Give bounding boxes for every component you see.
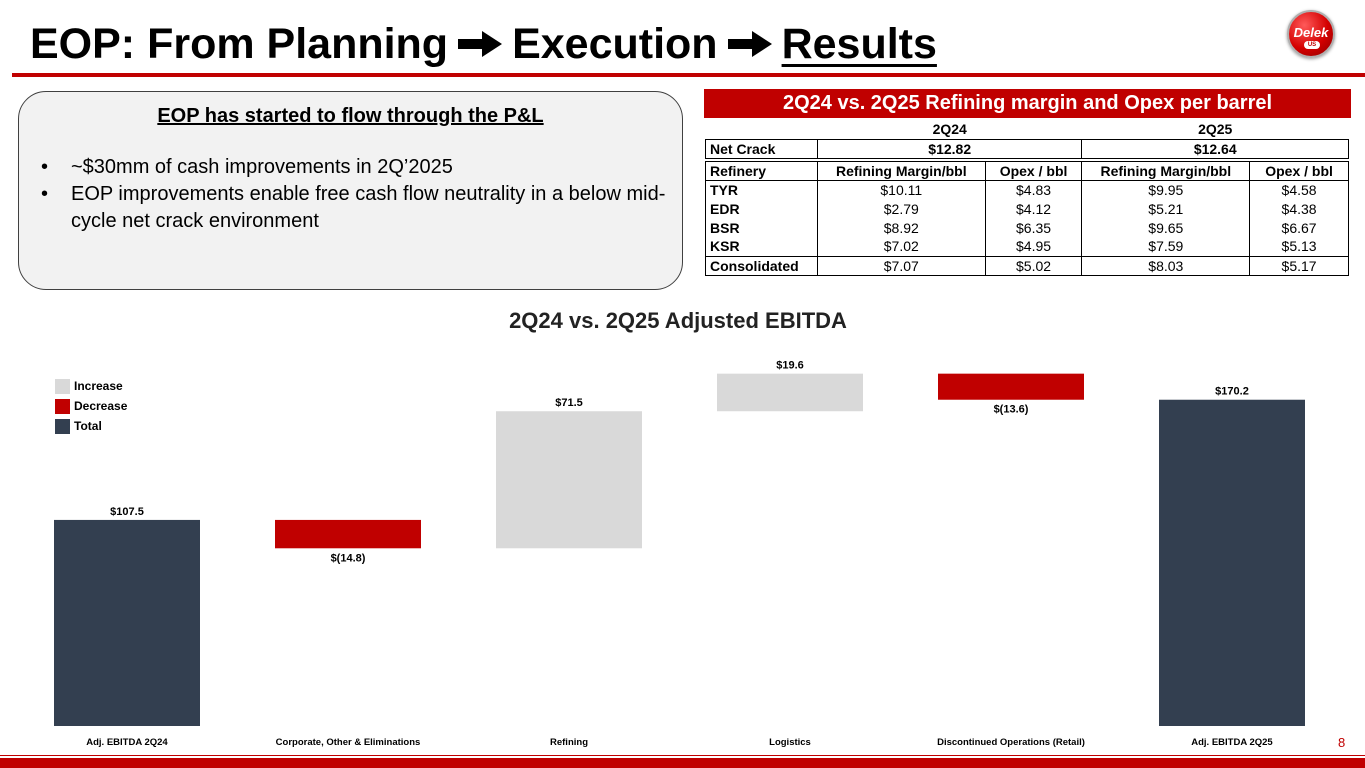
data-label: $170.2 bbox=[1215, 386, 1249, 398]
bullet-dot-icon: • bbox=[41, 183, 49, 205]
col-opex-2q24: Opex / bbl bbox=[984, 160, 1083, 181]
margin-2q24: $7.02 bbox=[817, 237, 986, 256]
refinery-name: BSR bbox=[705, 218, 818, 237]
opex-2q25: $5.17 bbox=[1249, 255, 1349, 276]
waterfall-bar-total bbox=[1159, 399, 1305, 726]
table-row: KSR $7.02 $4.95 $7.59 $5.13 bbox=[705, 237, 1349, 256]
page-number: 8 bbox=[1338, 735, 1346, 750]
table-row-consolidated: Consolidated $7.07 $5.02 $8.03 $5.17 bbox=[705, 255, 1349, 276]
category-label: Refining bbox=[550, 737, 588, 748]
margin-2q25: $8.03 bbox=[1081, 255, 1251, 276]
ebitda-waterfall-chart: $107.5 Adj. EBITDA 2Q24 $(14.8) Corporate, … bbox=[54, 360, 1305, 748]
refining-margin-table: 2Q24 2Q25 Net Crack $12.82 $12.64 Refine… bbox=[705, 120, 1349, 276]
opex-2q25: $5.13 bbox=[1249, 237, 1349, 256]
chart-title: 2Q24 vs. 2Q25 Adjusted EBITDA bbox=[509, 308, 847, 333]
col-margin-2q25: Refining Margin/bbl bbox=[1081, 160, 1251, 181]
opex-2q24: $5.02 bbox=[984, 255, 1083, 276]
legend-label-decrease: Decrease bbox=[74, 399, 128, 413]
table-row: BSR $8.92 $6.35 $9.65 $6.67 bbox=[705, 218, 1349, 237]
legend-item-decrease: Decrease bbox=[55, 396, 127, 416]
title-planning: EOP: From Planning bbox=[30, 20, 449, 68]
slide-title: EOP: From Planning Execution Results bbox=[30, 18, 937, 70]
opex-2q24: $4.95 bbox=[985, 237, 1083, 256]
margin-2q24: $7.07 bbox=[816, 255, 986, 276]
bullet-text: ~$30mm of cash improvements in 2Q’2025 bbox=[71, 156, 453, 178]
col-margin-2q24: Refining Margin/bbl bbox=[816, 160, 986, 181]
legend-item-increase: Increase bbox=[55, 376, 127, 396]
opex-2q25: $6.67 bbox=[1249, 218, 1349, 237]
right-arrow-icon bbox=[458, 30, 503, 57]
logo-text: Delek bbox=[1293, 25, 1329, 40]
legend-swatch-increase bbox=[55, 378, 70, 394]
bullet-item: • ~$30mm of cash improvements in 2Q’2025 bbox=[39, 154, 669, 181]
column-header-row: Refinery Refining Margin/bbl Opex / bbl … bbox=[705, 160, 1349, 181]
data-label: $(13.6) bbox=[994, 404, 1029, 416]
category-label: Logistics bbox=[769, 737, 811, 748]
callout-box: EOP has started to flow through the P&L … bbox=[18, 91, 683, 290]
bullet-item: • EOP improvements enable free cash flow … bbox=[39, 181, 669, 235]
margin-2q24: $2.79 bbox=[817, 199, 986, 218]
delek-logo: Delek US bbox=[1287, 10, 1335, 58]
bullet-dot-icon: • bbox=[41, 156, 49, 178]
col-refinery: Refinery bbox=[705, 160, 818, 181]
callout-bullet-list: • ~$30mm of cash improvements in 2Q’2025 … bbox=[39, 154, 669, 235]
category-label: Discontinued Operations (Retail) bbox=[937, 737, 1085, 748]
opex-2q24: $4.83 bbox=[985, 180, 1083, 199]
period-2q24: 2Q24 bbox=[932, 121, 967, 138]
data-label: $107.5 bbox=[110, 506, 144, 518]
footer-bar bbox=[0, 758, 1365, 768]
legend-label-total: Total bbox=[74, 419, 102, 433]
period-header-row: 2Q24 2Q25 bbox=[706, 120, 1349, 139]
chart-legend: Increase Decrease Total bbox=[55, 376, 127, 436]
category-label: Corporate, Other & Eliminations bbox=[276, 737, 421, 748]
margin-2q25: $7.59 bbox=[1081, 237, 1251, 256]
margin-2q25: $9.95 bbox=[1081, 180, 1251, 199]
refinery-name: TYR bbox=[705, 180, 818, 199]
margin-2q24: $8.92 bbox=[817, 218, 986, 237]
period-2q25: 2Q25 bbox=[1198, 121, 1233, 138]
footer-divider bbox=[0, 755, 1365, 756]
net-crack-2q25: $12.64 bbox=[1081, 138, 1349, 159]
opex-2q25: $4.58 bbox=[1249, 180, 1349, 199]
refinery-name: EDR bbox=[705, 199, 818, 218]
data-label: $19.6 bbox=[776, 360, 804, 372]
legend-swatch-decrease bbox=[55, 398, 70, 414]
refinery-name: Consolidated bbox=[705, 255, 818, 276]
right-arrow-icon bbox=[727, 30, 772, 57]
opex-2q24: $6.35 bbox=[985, 218, 1083, 237]
bullet-text: EOP improvements enable free cash flow n… bbox=[71, 183, 666, 232]
title-results: Results bbox=[781, 20, 937, 68]
legend-swatch-total bbox=[55, 418, 70, 434]
title-divider bbox=[12, 73, 1365, 77]
waterfall-bar-increase bbox=[496, 411, 642, 549]
opex-2q24: $4.12 bbox=[985, 199, 1083, 218]
col-opex-2q25: Opex / bbl bbox=[1249, 160, 1349, 181]
margin-2q24: $10.11 bbox=[817, 180, 986, 199]
refinery-name: KSR bbox=[705, 237, 818, 256]
table-banner: 2Q24 vs. 2Q25 Refining margin and Opex p… bbox=[704, 89, 1351, 118]
callout-heading: EOP has started to flow through the P&L bbox=[157, 105, 544, 127]
margin-2q25: $9.65 bbox=[1081, 218, 1251, 237]
table-row: TYR $10.11 $4.83 $9.95 $4.58 bbox=[705, 180, 1349, 199]
category-label: Adj. EBITDA 2Q24 bbox=[86, 737, 168, 748]
title-execution: Execution bbox=[512, 20, 718, 68]
opex-2q25: $4.38 bbox=[1249, 199, 1349, 218]
logo-sub-badge: US bbox=[1304, 41, 1320, 49]
table-row: EDR $2.79 $4.12 $5.21 $4.38 bbox=[705, 199, 1349, 218]
data-label: $71.5 bbox=[555, 397, 583, 409]
waterfall-bar-increase bbox=[717, 373, 863, 412]
margin-2q25: $5.21 bbox=[1081, 199, 1251, 218]
data-label: $(14.8) bbox=[331, 552, 366, 564]
legend-item-total: Total bbox=[55, 416, 127, 436]
category-label: Adj. EBITDA 2Q25 bbox=[1191, 737, 1273, 748]
legend-label-increase: Increase bbox=[74, 379, 123, 393]
net-crack-row: Net Crack $12.82 $12.64 bbox=[705, 138, 1349, 159]
waterfall-bar-total bbox=[54, 519, 200, 726]
net-crack-label: Net Crack bbox=[705, 138, 818, 159]
net-crack-2q24: $12.82 bbox=[816, 138, 1083, 159]
waterfall-bar-decrease bbox=[938, 373, 1084, 400]
waterfall-bar-decrease bbox=[275, 519, 421, 549]
